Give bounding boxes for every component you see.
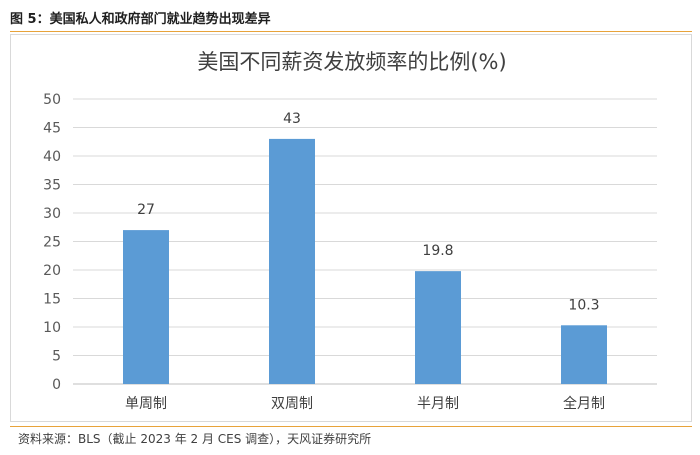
- y-axis-ticks: 0 5 10 15 20 25 30 35 40 45 50: [43, 92, 61, 393]
- y-tick-label: 35: [43, 178, 61, 194]
- y-tick-label: 15: [43, 292, 61, 308]
- y-tick-label: 45: [43, 121, 61, 137]
- y-tick-label: 20: [43, 263, 61, 279]
- figure-footer: 资料来源：BLS（截止 2023 年 2 月 CES 调查），天风证券研究所: [10, 426, 692, 451]
- bar: [123, 230, 169, 384]
- data-labels: 27 43 19.8 10.3: [137, 111, 600, 313]
- data-label: 10.3: [568, 297, 599, 313]
- data-label: 27: [137, 202, 155, 218]
- category-label: 单周制: [125, 396, 167, 412]
- y-tick-label: 10: [43, 320, 61, 336]
- y-tick-label: 30: [43, 206, 61, 222]
- bar: [269, 138, 315, 384]
- chart-frame: 美国不同薪资发放频率的比例(%) 0 5 10 15 20 25 30 35 40 45 50 27…: [10, 34, 692, 422]
- bar: [415, 271, 461, 384]
- category-label: 双周制: [271, 396, 313, 412]
- y-tick-label: 40: [43, 149, 61, 165]
- chart-title: 美国不同薪资发放频率的比例(%): [197, 50, 506, 74]
- bars: [123, 138, 607, 384]
- y-tick-label: 0: [52, 377, 61, 393]
- bar-chart: 美国不同薪资发放频率的比例(%) 0 5 10 15 20 25 30 35 40 45 50 27…: [43, 50, 657, 412]
- category-label: 全月制: [563, 395, 605, 412]
- data-label: 19.8: [422, 243, 453, 259]
- gridlines: [73, 98, 657, 385]
- x-axis-categories: 单周制 双周制 半月制 全月制: [125, 395, 605, 412]
- data-label: 43: [283, 111, 301, 127]
- y-tick-label: 5: [52, 349, 61, 365]
- category-label: 半月制: [417, 396, 459, 412]
- figure-caption: 图 5：美国私人和政府部门就业趋势出现差异: [10, 12, 271, 27]
- y-tick-label: 25: [43, 235, 61, 251]
- bar: [561, 325, 607, 384]
- y-tick-label: 50: [43, 92, 61, 108]
- figure-header: 图 5：美国私人和政府部门就业趋势出现差异: [10, 5, 692, 32]
- source-note: 资料来源：BLS（截止 2023 年 2 月 CES 调查），天风证券研究所: [18, 432, 372, 446]
